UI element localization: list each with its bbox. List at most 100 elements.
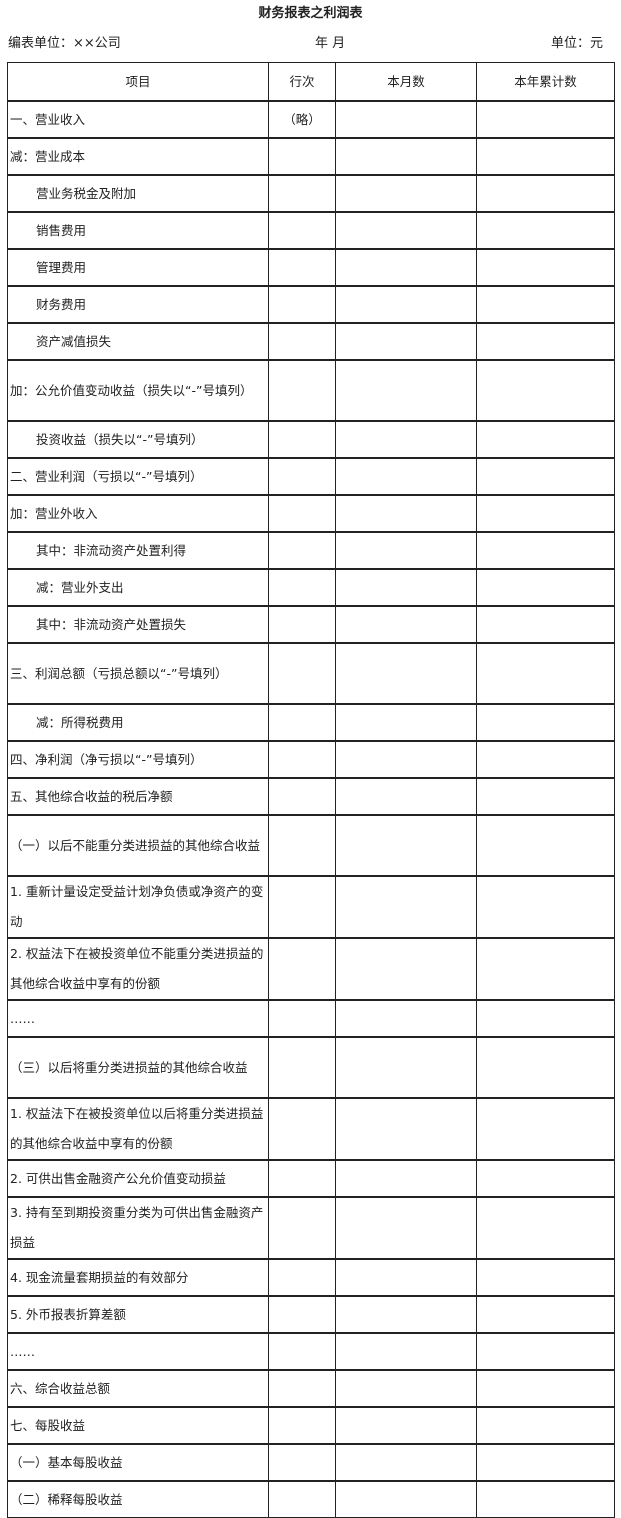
row-month-value [335,1369,477,1408]
table-header: 项目 行次 本月数 本年累计数 [7,62,615,102]
row-month-value [335,568,477,607]
row-item: 销售费用 [7,211,269,250]
row-line-number [268,531,336,570]
table-row: 七、每股收益 [7,1406,615,1445]
row-line-number [268,1406,336,1445]
table-row: …… [7,999,615,1038]
row-month-value [335,605,477,644]
table-row: 加：公允价值变动收益（损失以“-”号填列） [7,359,615,422]
row-month-value [335,937,477,1001]
row-month-value [335,100,477,139]
row-month-value [335,211,477,250]
row-month-value [335,1406,477,1445]
row-item: 1. 重新计量设定受益计划净负债或净资产的变动 [7,875,269,939]
row-line-number [268,937,336,1001]
row-ytd-value [476,1036,615,1099]
table-row: 四、净利润（净亏损以“-”号填列） [7,740,615,779]
column-header-item: 项目 [7,62,269,102]
row-month-value [335,494,477,533]
row-ytd-value [476,248,615,287]
row-item: 减：所得税费用 [7,703,269,742]
row-ytd-value [476,1097,615,1161]
table-row: 减：营业成本 [7,137,615,176]
row-line-number [268,494,336,533]
table-row: 4. 现金流量套期损益的有效部分 [7,1258,615,1297]
row-line-number [268,1480,336,1518]
row-item: 投资收益（损失以“-”号填列） [7,420,269,459]
row-line-number [268,1369,336,1408]
row-item: 加：公允价值变动收益（损失以“-”号填列） [7,359,269,422]
row-ytd-value [476,494,615,533]
table-row: （一）基本每股收益 [7,1443,615,1482]
row-line-number [268,814,336,877]
row-ytd-value [476,568,615,607]
row-month-value [335,642,477,705]
table-row: 3. 持有至到期投资重分类为可供出售金融资产损益 [7,1196,615,1260]
row-ytd-value [476,1406,615,1445]
column-header-line: 行次 [268,62,336,102]
row-line-number [268,1295,336,1334]
row-ytd-value [476,359,615,422]
row-item: 七、每股收益 [7,1406,269,1445]
row-month-value [335,1159,477,1198]
row-ytd-value [476,322,615,361]
row-line-number [268,1159,336,1198]
row-month-value [335,359,477,422]
row-item: （二）稀释每股收益 [7,1480,269,1518]
row-line-number [268,211,336,250]
table-row: 营业务税金及附加 [7,174,615,213]
table-row: 2. 权益法下在被投资单位不能重分类进损益的其他综合收益中享有的份额 [7,937,615,1001]
row-item: 2. 权益法下在被投资单位不能重分类进损益的其他综合收益中享有的份额 [7,937,269,1001]
table-row: 减：营业外支出 [7,568,615,607]
row-line-number [268,420,336,459]
row-month-value [335,1332,477,1371]
table-row: 六、综合收益总额 [7,1369,615,1408]
row-ytd-value [476,642,615,705]
row-month-value [335,248,477,287]
row-line-number [268,777,336,816]
table-row: 资产减值损失 [7,322,615,361]
row-ytd-value [476,814,615,877]
row-ytd-value [476,457,615,496]
table-row: 加：营业外收入 [7,494,615,533]
row-item: 4. 现金流量套期损益的有效部分 [7,1258,269,1297]
row-line-number [268,740,336,779]
row-ytd-value [476,703,615,742]
row-item: 四、净利润（净亏损以“-”号填列） [7,740,269,779]
row-month-value [335,174,477,213]
table-row: 一、营业收入 （略） [7,100,615,139]
row-item: 五、其他综合收益的税后净额 [7,777,269,816]
table-row: 2. 可供出售金融资产公允价值变动损益 [7,1159,615,1198]
row-ytd-value [476,999,615,1038]
row-line-number [268,1443,336,1482]
row-ytd-value [476,1295,615,1334]
row-item: 其中：非流动资产处置损失 [7,605,269,644]
row-ytd-value [476,875,615,939]
table-row: 减：所得税费用 [7,703,615,742]
row-item: 其中：非流动资产处置利得 [7,531,269,570]
table-row: 管理费用 [7,248,615,287]
row-month-value [335,137,477,176]
table-row: 其中：非流动资产处置利得 [7,531,615,570]
currency-unit: 单位：元 [550,36,603,51]
row-month-value [335,322,477,361]
table-row: 1. 重新计量设定受益计划净负债或净资产的变动 [7,875,615,939]
income-statement-table: 项目 行次 本月数 本年累计数 一、营业收入 （略） 减：营业成本 营业务税金及… [7,62,615,1518]
row-line-number [268,642,336,705]
row-ytd-value [476,740,615,779]
row-item: …… [7,1332,269,1371]
row-line-number [268,137,336,176]
row-month-value [335,1196,477,1260]
row-item: 加：营业外收入 [7,494,269,533]
row-month-value [335,531,477,570]
row-line-number [268,1258,336,1297]
row-line-number [268,248,336,287]
row-line-number [268,875,336,939]
row-month-value [335,703,477,742]
column-header-ytd: 本年累计数 [476,62,615,102]
table-row: 投资收益（损失以“-”号填列） [7,420,615,459]
row-ytd-value [476,1443,615,1482]
table-row: 其中：非流动资产处置损失 [7,605,615,644]
row-item: 减：营业外支出 [7,568,269,607]
row-ytd-value [476,605,615,644]
